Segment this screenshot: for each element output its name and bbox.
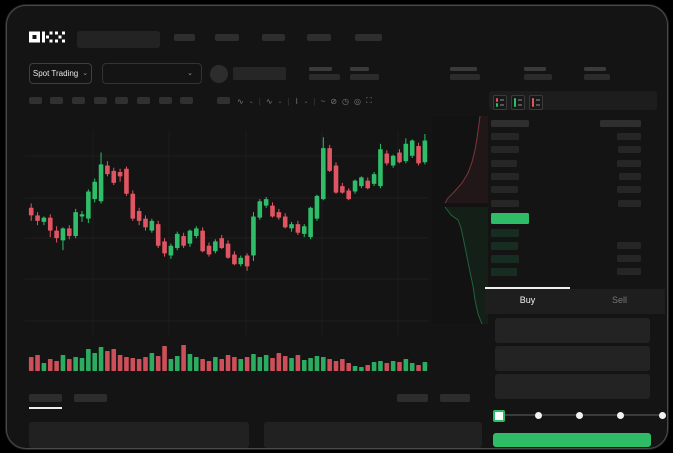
indicator-icon[interactable]: ∿ [265, 96, 273, 106]
asks-only-icon[interactable] [529, 95, 543, 110]
order-price-field[interactable] [495, 318, 650, 343]
ask-row[interactable] [491, 172, 519, 180]
depth-chart [432, 116, 488, 324]
slider-stop-dot[interactable] [617, 412, 625, 419]
bids-only-icon[interactable] [511, 95, 525, 110]
ask-row[interactable] [618, 146, 641, 154]
device-frame: Spot Trading ⌄ ⌄ [6, 5, 668, 449]
trade-mode-label: Spot Trading [32, 69, 79, 78]
timeframe-button[interactable] [50, 97, 63, 104]
last-price-indicator[interactable] [491, 213, 529, 224]
ask-row[interactable] [617, 159, 641, 167]
active-tab-indicator [485, 287, 570, 289]
timeframe-button[interactable] [137, 97, 150, 104]
chart-toolbar-icons: ∿ ⌄ | ∿ ⌄ | ⌇ ⌄ | ~ ⊘ ◷ ◎ ⛶ [237, 93, 412, 109]
price-chart[interactable] [25, 110, 429, 372]
divider: | [287, 96, 290, 106]
slider-stop-dot[interactable] [534, 412, 542, 419]
orders-tab-underline [29, 407, 62, 409]
pair-coin-icon [210, 65, 228, 83]
nav-item[interactable] [174, 34, 195, 41]
orders-filter[interactable] [440, 394, 470, 402]
pair-select[interactable]: ⌄ [102, 63, 202, 84]
bid-row[interactable] [617, 255, 641, 262]
order-total-field[interactable] [495, 374, 650, 399]
chevron-down-icon: ⌄ [82, 70, 89, 77]
timeframe-button[interactable] [72, 97, 85, 104]
ask-row[interactable] [491, 133, 519, 140]
orders-panel [264, 422, 482, 448]
chevron-down-icon[interactable]: ⌄ [277, 98, 283, 105]
tab-buy[interactable]: Buy [519, 295, 536, 305]
ask-row[interactable] [491, 199, 519, 207]
timeframe-button[interactable] [217, 97, 230, 104]
orders-tab-active[interactable] [29, 394, 62, 402]
timeframe-button[interactable] [159, 97, 172, 104]
divider: | [313, 96, 316, 106]
combined-book-icon[interactable] [493, 95, 507, 110]
trade-mode-button[interactable]: Spot Trading ⌄ [29, 63, 92, 84]
trendline-icon[interactable]: ~ [320, 96, 326, 106]
bid-row[interactable] [491, 242, 518, 250]
orders-panel [29, 422, 249, 448]
nav-item[interactable] [307, 34, 331, 41]
bid-row[interactable] [491, 268, 517, 276]
timeframe-button[interactable] [115, 97, 128, 104]
timeframe-button[interactable] [180, 97, 193, 104]
ask-row[interactable] [618, 199, 641, 207]
ask-row[interactable] [491, 159, 517, 167]
bid-row[interactable] [491, 255, 519, 263]
orderbook-header[interactable] [600, 120, 641, 127]
order-tabs [485, 289, 665, 314]
buy-submit-button[interactable] [493, 433, 651, 447]
orders-filter[interactable] [397, 394, 428, 402]
orderbook-header[interactable] [491, 120, 529, 127]
amount-slider-handle[interactable] [493, 410, 505, 422]
eraser-icon[interactable]: ⊘ [330, 96, 338, 106]
okx-logo [29, 31, 65, 43]
orders-tab[interactable] [74, 394, 107, 402]
slider-stop-dot[interactable] [576, 412, 583, 419]
bid-row[interactable] [491, 229, 519, 237]
timeframe-button[interactable] [94, 97, 107, 104]
history-icon[interactable]: ◷ [342, 96, 349, 106]
tab-sell[interactable]: Sell [611, 295, 627, 305]
target-icon[interactable]: ◎ [354, 96, 361, 106]
ask-row[interactable] [491, 186, 518, 194]
ask-row[interactable] [619, 172, 641, 180]
bid-row[interactable] [617, 268, 641, 275]
fullscreen-icon[interactable]: ⛶ [365, 96, 372, 105]
nav-item[interactable] [355, 34, 382, 41]
bid-row[interactable] [617, 242, 641, 249]
timeframe-button[interactable] [29, 97, 42, 104]
chevron-down-icon[interactable]: ⌄ [248, 98, 254, 105]
divider: | [258, 96, 261, 106]
ask-row[interactable] [491, 146, 519, 154]
search-input[interactable] [77, 31, 160, 48]
ask-row[interactable] [617, 186, 641, 194]
chevron-down-icon: ⌄ [187, 70, 193, 77]
order-amount-field[interactable] [495, 346, 650, 371]
ask-row[interactable] [617, 133, 641, 140]
pair-name-placeholder [233, 67, 286, 80]
order-book [484, 114, 667, 284]
chevron-down-icon[interactable]: ⌄ [303, 98, 309, 105]
nav-item[interactable] [215, 34, 239, 41]
nav-item[interactable] [262, 34, 285, 41]
candle-style-icon[interactable]: ⌇ [294, 96, 299, 106]
slider-stop-dot[interactable] [658, 412, 666, 419]
line-type-icon[interactable]: ∿ [237, 96, 244, 106]
